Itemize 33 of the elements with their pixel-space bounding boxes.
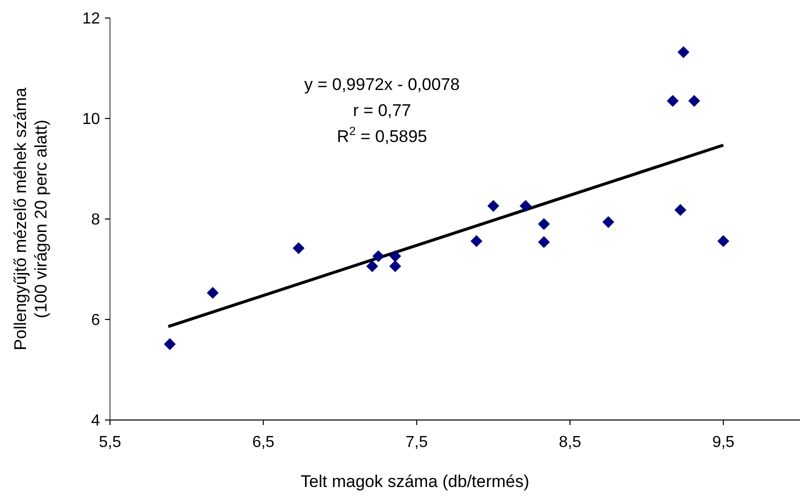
x-tick-label: 6,5 [252,434,275,451]
y-tick-label: 6 [91,312,100,330]
point [538,236,550,248]
point [487,200,500,212]
y-tick-label: 4 [91,412,100,430]
point [366,260,378,272]
point [678,46,690,58]
point [688,94,700,107]
y-tick-label: 10 [82,111,100,128]
y-tick-label: 12 [82,10,100,28]
x-tick-label: 9,5 [712,434,735,451]
point [674,204,686,216]
x-tick-label: 7,5 [406,434,428,451]
x-tick-label: 8,5 [558,434,582,451]
x-tick-label: 5,5 [98,434,122,451]
point [164,338,176,350]
x-axis-title: Telt magok száma (db/termés) [300,472,530,491]
point [717,235,730,248]
point [206,286,219,299]
point [666,94,679,107]
point [389,260,402,272]
point [520,200,532,212]
y-tick-label: 8 [91,212,100,229]
point [470,235,482,248]
point [292,242,305,254]
point [602,216,614,228]
point [372,250,384,262]
point [538,218,550,230]
annotation: y = 0,9972x - 0,0078 [304,75,460,94]
annotation: r = 0,77 [352,101,412,120]
y-axis-title: Pollengyűjtő mézelő méhek száma (100 virágon 20 perc alatt) [11,87,50,350]
annotation: R$^{2}$ = 0,5895 [336,124,428,146]
point [389,250,402,262]
